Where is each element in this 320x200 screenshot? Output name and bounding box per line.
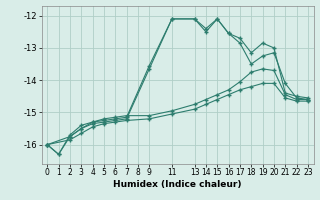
X-axis label: Humidex (Indice chaleur): Humidex (Indice chaleur) bbox=[113, 180, 242, 189]
